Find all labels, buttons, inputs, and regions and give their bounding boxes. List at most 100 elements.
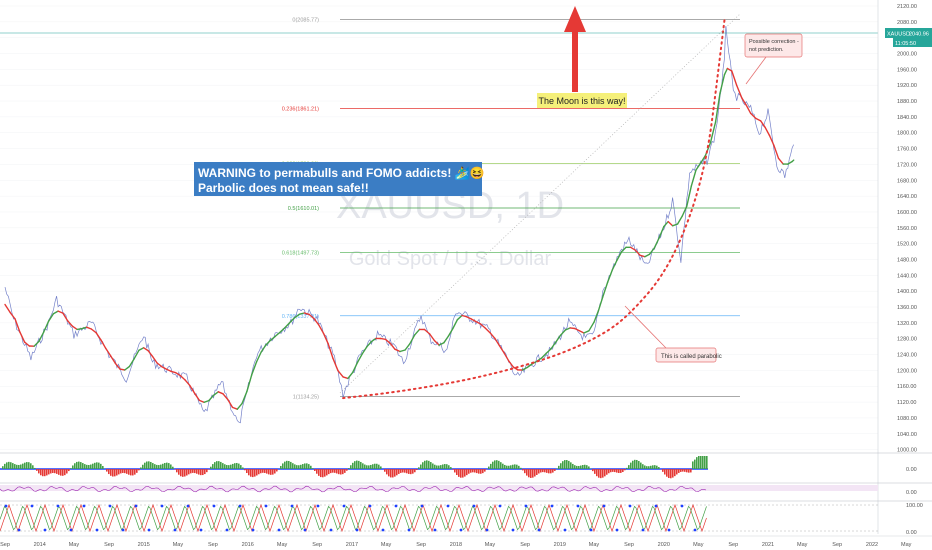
histogram-bar (124, 469, 126, 474)
histogram-bar (198, 469, 200, 475)
stoch-cross-dot (407, 528, 411, 532)
time-tick-label: 2015 (138, 542, 150, 548)
histogram-bar (238, 463, 240, 469)
histogram-bar (384, 469, 386, 472)
trend-segment (308, 313, 315, 320)
histogram-bar (62, 469, 64, 476)
trend-segment (597, 296, 604, 312)
trend-segment (366, 340, 373, 348)
trend-segment (508, 360, 514, 368)
histogram-bar (138, 469, 140, 471)
histogram-bar (478, 469, 480, 474)
histogram-bar (526, 469, 528, 476)
trend-segment (222, 393, 229, 401)
parabolic-callout[interactable]: This is called parabolic (624, 305, 722, 363)
trend-segment (409, 334, 416, 345)
histogram-bar (108, 469, 110, 475)
stoch-cross-dot (511, 528, 515, 532)
histogram-bar (524, 469, 526, 474)
histogram-bar (282, 463, 284, 469)
histogram-bar (502, 463, 504, 469)
histogram-bar (636, 459, 638, 469)
time-tick-label: Sep (0, 542, 10, 548)
current-price-countdown: 11:05:50 (895, 41, 916, 47)
trend-segment (564, 327, 571, 331)
histogram-bar (54, 469, 56, 474)
stoch-cross-dot (680, 504, 684, 508)
fib-level-label: 0.786(1337.91) (282, 314, 319, 320)
trend-segment (23, 341, 30, 347)
current-price-label: XAUUSD 2040.96 11:05:50 (885, 28, 932, 47)
price-tick-label: 1960.00 (897, 67, 917, 73)
histogram-bar (654, 465, 656, 469)
correction-line-2: not prediction. (749, 47, 784, 53)
time-tick-label: 2016 (242, 542, 254, 548)
histogram-bar (146, 461, 148, 469)
trend-segment (681, 205, 688, 217)
histogram-bar (258, 469, 260, 475)
trend-segment (588, 321, 595, 332)
histogram-bar (172, 466, 174, 469)
price-tick-label: 1560.00 (897, 226, 917, 232)
stoch-cross-dot (368, 504, 372, 508)
histogram-bar (94, 462, 96, 469)
histogram-bar (196, 469, 198, 474)
histogram-bar (166, 462, 168, 469)
histogram-bar (560, 463, 562, 469)
trend-segment (43, 320, 50, 333)
histogram-bar (632, 460, 634, 469)
parabolic-curve (342, 18, 726, 400)
histogram-bar (700, 456, 702, 469)
trend-segment (57, 310, 64, 314)
price-tick-label: 1320.00 (897, 321, 917, 327)
histogram-bar (484, 469, 486, 472)
histogram-bar (298, 465, 300, 469)
price-tick-label: 2080.00 (897, 20, 917, 26)
histogram-bar (376, 463, 378, 469)
trend-segment (452, 319, 459, 330)
histogram-bar (66, 469, 68, 474)
histogram-bar (404, 469, 406, 473)
histogram-bar (480, 469, 482, 474)
osc3-axis-label-top: 100.00 (906, 503, 923, 509)
trend-segment (639, 254, 646, 258)
histogram-bar (666, 469, 668, 477)
trend-segment (709, 121, 717, 144)
histogram-bar (290, 461, 292, 469)
trend-segment (404, 343, 411, 351)
histogram-bar (410, 469, 412, 475)
histogram-bar (128, 469, 130, 475)
trend-segment (578, 330, 585, 334)
moon-label[interactable]: The Moon is this way! (537, 93, 627, 108)
histogram-bar (638, 461, 640, 469)
time-axis[interactable]: Sep 2014 May Sep 2015 May Sep 2016 May Sep 2017 May… (0, 535, 932, 548)
trend-segment (327, 343, 334, 360)
trend-segment (686, 185, 692, 207)
correction-callout[interactable]: Possible correction - not prediction. (744, 33, 803, 85)
histogram-bar (80, 462, 82, 469)
trend-segment (231, 406, 239, 410)
histogram-bar (388, 469, 390, 477)
trend-segment (313, 317, 320, 326)
histogram-bar (122, 469, 124, 473)
histogram-bar (680, 469, 682, 472)
histogram-bar (16, 464, 18, 469)
histogram-bar (656, 465, 658, 469)
histogram-bar (96, 462, 98, 469)
price-tick-label: 1720.00 (897, 162, 917, 168)
histogram-bar (292, 463, 294, 469)
trend-segment (241, 390, 248, 405)
histogram-bar (604, 469, 606, 477)
fib-level-label: 0.5(1610.01) (288, 206, 319, 212)
histogram-bar (470, 469, 472, 473)
histogram-bar (648, 466, 650, 469)
histogram-bar (56, 469, 58, 474)
time-tick-label: Sep (312, 542, 322, 548)
histogram-bar (686, 469, 688, 473)
trend-segment (394, 348, 401, 353)
time-tick-label: 2014 (34, 542, 46, 548)
histogram-bar (190, 469, 192, 474)
price-axis[interactable]: 1000.00 1040.00 1080.00 1120.00 1160.00 1200.… (877, 0, 917, 534)
warning-box[interactable]: WARNING to permabulls and FOMO addicts! … (194, 162, 485, 196)
